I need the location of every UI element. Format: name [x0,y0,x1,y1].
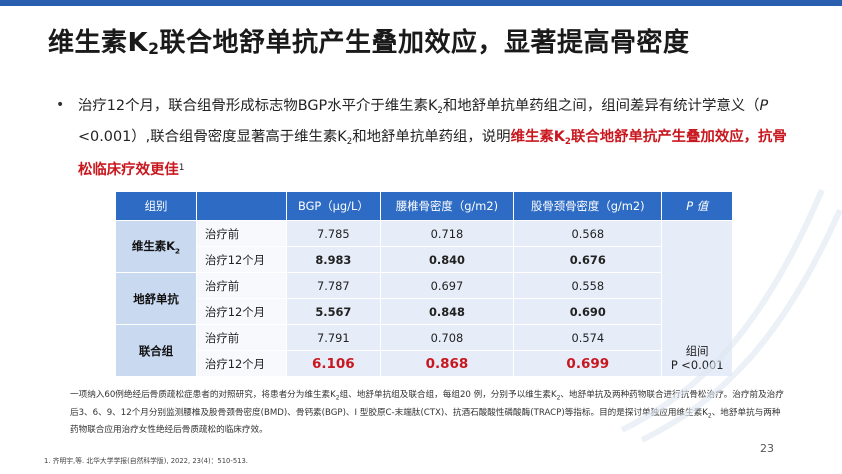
femur-cell: 0.558 [513,272,663,299]
stage-cell: 治疗前 [196,220,287,247]
header-femur: 股骨颈骨密度（g/m2) [513,191,663,221]
conclusion-highlight: 维生素K2联合地舒单抗产生叠加效应，抗骨松临床疗效更佳 [78,129,787,178]
bullet-dot: • [56,97,65,113]
lumbar-cell: 0.718 [379,220,515,247]
page-number: 23 [760,442,774,455]
header-lumbar: 腰椎骨密度（g/m2) [379,191,515,221]
stage-cell: 治疗前 [196,272,287,299]
femur-cell: 0.574 [513,324,663,351]
study-note: 一项纳入60例绝经后骨质疏松症患者的对照研究，将患者分为维生素K2组、地舒单抗组… [70,390,784,436]
table-row: 治疗12个月 5.567 0.848 0.690 [116,298,733,325]
group-denosumab: 地舒单抗 [115,272,197,325]
femur-cell: 0.676 [513,246,663,273]
bullet-text: 治疗12个月，联合组骨形成标志物BGP水平介于维生素K2和地舒单抗单药组之间，组… [78,98,787,178]
table-row: 治疗12个月 8.983 0.840 0.676 [116,246,733,273]
header-group: 组别 [115,191,197,221]
table-row: 维生素K2 治疗前 7.785 0.718 0.568 组间 P <0.001 [115,220,733,377]
femur-cell: 0.568 [513,220,663,247]
bgp-cell: 7.791 [286,324,381,351]
header-p: P 值 [661,191,733,221]
lumbar-cell: 0.708 [379,324,515,351]
lumbar-cell: 0.840 [379,246,515,273]
bgp-cell: 6.106 [286,350,381,377]
table-row: 地舒单抗 治疗前 7.787 0.697 0.558 [115,272,733,325]
lumbar-cell: 0.848 [379,298,515,325]
slide-title: 维生素K2联合地舒单抗产生叠加效应，显著提高骨密度 [48,28,690,58]
stage-cell: 治疗12个月 [196,350,287,377]
lumbar-cell: 0.697 [379,272,515,299]
header-bgp: BGP（μg/L） [286,191,381,221]
stage-cell: 治疗12个月 [196,246,287,273]
group-combined: 联合组 [115,324,197,377]
stage-cell: 治疗前 [196,324,287,351]
table-row: 治疗12个月 6.106 0.868 0.699 [116,350,733,377]
femur-cell: 0.690 [513,298,663,325]
stage-cell: 治疗12个月 [196,298,287,325]
table-row: 联合组 治疗前 7.791 0.708 0.574 [115,324,733,377]
group-vitk2: 维生素K2 [115,220,197,273]
bgp-cell: 7.785 [286,220,381,247]
header-stage [196,191,287,221]
p-value-cell: 组间 P <0.001 [661,220,733,377]
bgp-cell: 7.787 [286,272,381,299]
bgp-cell: 8.983 [286,246,381,273]
table-header-row: 组别 BGP（μg/L） 腰椎骨密度（g/m2) 股骨颈骨密度（g/m2) P … [115,191,733,221]
lumbar-cell: 0.868 [379,350,515,377]
results-table: 组别 BGP（μg/L） 腰椎骨密度（g/m2) 股骨颈骨密度（g/m2) P … [115,191,733,377]
reference-footnote: 1. 齐明宇,等. 北华大学学报(自然科学版), 2022, 23(4)：510… [44,457,248,465]
bgp-cell: 5.567 [286,298,381,325]
top-accent-bar [0,0,842,6]
femur-cell: 0.699 [513,350,663,377]
